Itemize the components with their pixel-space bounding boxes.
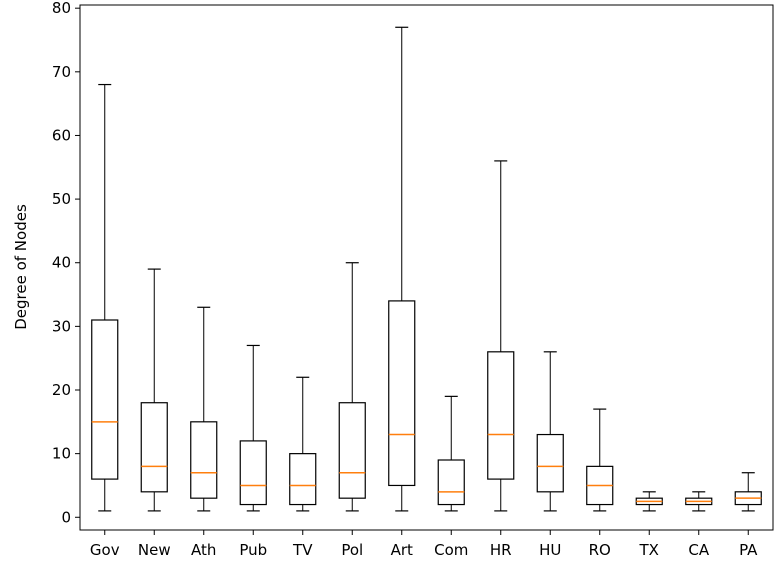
plot-frame — [79, 4, 774, 531]
box — [536, 433, 564, 493]
y-tick-label: 70 — [52, 63, 71, 81]
x-tick-label: Pub — [239, 541, 267, 559]
x-tick-label: CA — [688, 541, 709, 559]
x-tick-label: Gov — [90, 541, 120, 559]
x-tick-label: Com — [434, 541, 468, 559]
box — [91, 319, 119, 480]
y-tick-label: 40 — [52, 254, 71, 272]
x-tick-label: HU — [539, 541, 561, 559]
box — [437, 459, 465, 506]
y-tick-label: 10 — [52, 445, 71, 463]
y-tick-label: 0 — [61, 508, 71, 526]
y-tick-label: 20 — [52, 381, 71, 399]
x-tick-label: Ath — [191, 541, 216, 559]
x-tick-label: HR — [490, 541, 512, 559]
x-tick-label: RO — [589, 541, 611, 559]
y-tick-label: 60 — [52, 126, 71, 144]
x-tick-label: Pol — [341, 541, 363, 559]
y-tick-label: 50 — [52, 190, 71, 208]
x-tick-label: New — [138, 541, 171, 559]
box — [388, 300, 416, 487]
x-tick-label: PA — [739, 541, 758, 559]
x-tick-label: TX — [639, 541, 659, 559]
y-tick-label: 80 — [52, 0, 71, 17]
box — [140, 402, 168, 493]
y-tick-label: 30 — [52, 317, 71, 335]
x-tick-label: Art — [391, 541, 413, 559]
box — [487, 351, 515, 480]
x-tick-label: TV — [292, 541, 313, 559]
box — [338, 402, 366, 499]
y-axis-label: Degree of Nodes — [12, 204, 30, 330]
box — [289, 453, 317, 506]
box — [239, 440, 267, 506]
box — [190, 421, 218, 499]
